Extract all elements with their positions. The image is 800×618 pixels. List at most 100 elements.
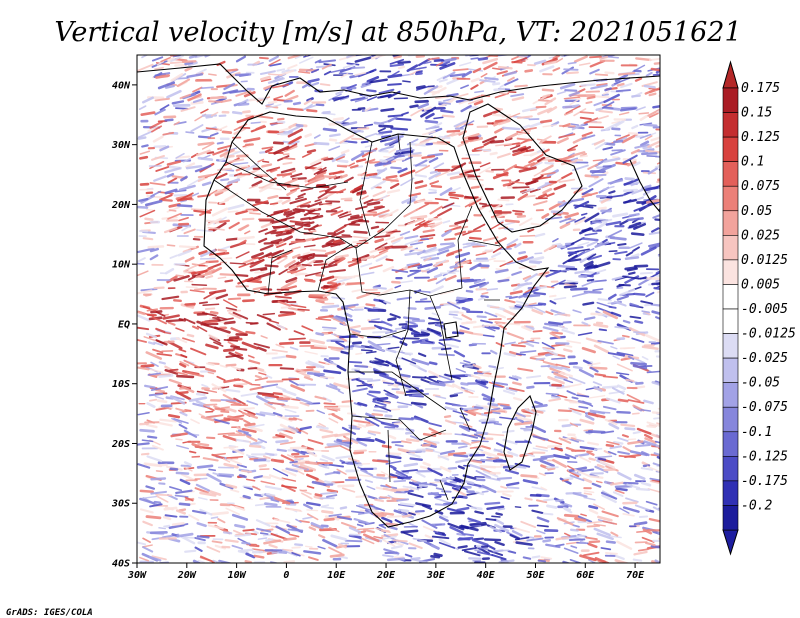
field-streak — [156, 60, 165, 66]
field-streak — [160, 194, 173, 201]
field-streak — [344, 539, 363, 543]
field-streak — [586, 524, 601, 528]
field-streak — [272, 77, 282, 83]
field-streak — [144, 199, 163, 207]
field-streak — [634, 443, 651, 448]
field-streak — [567, 465, 577, 471]
field-streak — [387, 317, 397, 322]
field-streak — [302, 104, 317, 111]
field-streak — [204, 367, 217, 373]
field-streak — [461, 433, 479, 439]
field-streak — [525, 325, 535, 331]
field-streak — [566, 390, 577, 396]
field-streak — [286, 143, 298, 151]
field-streak — [424, 119, 439, 124]
field-streak — [599, 460, 615, 469]
field-streak — [264, 485, 282, 491]
field-streak — [256, 527, 272, 533]
field-streak — [402, 386, 415, 390]
field-streak — [363, 123, 374, 127]
field-streak — [171, 417, 183, 424]
field-streak — [202, 303, 220, 306]
field-streak — [398, 417, 414, 421]
field-streak — [306, 149, 317, 154]
field-streak — [364, 521, 375, 526]
field-streak — [473, 406, 484, 410]
field-streak — [146, 402, 156, 409]
field-streak — [394, 117, 412, 121]
field-streak — [631, 337, 645, 343]
field-streak — [411, 376, 427, 379]
field-streak — [168, 209, 177, 212]
field-streak — [299, 56, 314, 64]
field-streak — [552, 458, 567, 468]
field-streak — [350, 437, 368, 447]
field-streak — [485, 518, 497, 521]
field-streak — [379, 496, 391, 499]
field-streak — [243, 419, 251, 425]
field-streak — [560, 371, 573, 378]
field-streak — [261, 146, 274, 150]
field-streak — [238, 474, 247, 479]
field-streak — [287, 528, 304, 532]
field-streak — [497, 198, 510, 202]
field-streak — [580, 513, 587, 517]
field-streak — [475, 379, 487, 386]
field-streak — [540, 556, 553, 560]
field-streak — [651, 310, 660, 315]
field-streak — [283, 210, 293, 214]
field-streak — [428, 317, 440, 322]
field-streak — [644, 303, 653, 307]
field-streak — [265, 148, 273, 153]
field-streak — [375, 514, 387, 518]
field-streak — [602, 520, 618, 525]
field-streak — [375, 527, 391, 534]
field-streak — [282, 537, 297, 541]
field-streak — [424, 305, 441, 310]
field-streak — [169, 368, 179, 372]
field-streak — [506, 243, 517, 249]
x-tick-label: 0 — [283, 570, 289, 581]
field-streak — [291, 551, 301, 557]
field-streak — [581, 192, 599, 198]
field-streak — [468, 343, 478, 347]
field-streak — [489, 323, 503, 327]
field-streak — [394, 519, 404, 525]
field-streak — [237, 224, 250, 232]
colorbar-label: -0.025 — [741, 351, 788, 366]
field-streak — [645, 333, 660, 343]
field-streak — [276, 68, 286, 72]
field-streak — [509, 464, 527, 469]
field-streak — [479, 162, 491, 168]
colorbar-label: 0.15 — [741, 106, 772, 121]
field-streak — [175, 337, 188, 344]
field-streak — [384, 393, 399, 398]
field-streak — [318, 534, 326, 539]
field-streak — [617, 398, 629, 403]
colorbar-label: -0.075 — [741, 400, 788, 415]
y-tick-label: 20N — [111, 200, 131, 211]
field-streak — [271, 349, 288, 353]
field-streak — [551, 331, 563, 335]
field-streak — [656, 180, 660, 184]
field-streak — [316, 409, 325, 415]
field-streak — [610, 345, 618, 350]
field-streak — [464, 480, 475, 485]
field-streak — [431, 535, 450, 540]
field-streak — [220, 178, 230, 182]
field-streak — [287, 306, 305, 313]
field-streak — [240, 469, 252, 473]
field-streak — [457, 545, 468, 549]
field-streak — [423, 256, 432, 262]
field-streak — [168, 523, 185, 530]
field-streak — [594, 221, 608, 231]
field-streak — [474, 510, 484, 515]
field-streak — [534, 252, 543, 255]
field-streak — [443, 343, 460, 349]
field-streak — [344, 221, 356, 227]
field-streak — [349, 73, 362, 79]
field-streak — [510, 93, 525, 98]
field-streak — [508, 295, 519, 300]
field-streak — [317, 545, 326, 550]
field-streak — [608, 535, 622, 539]
